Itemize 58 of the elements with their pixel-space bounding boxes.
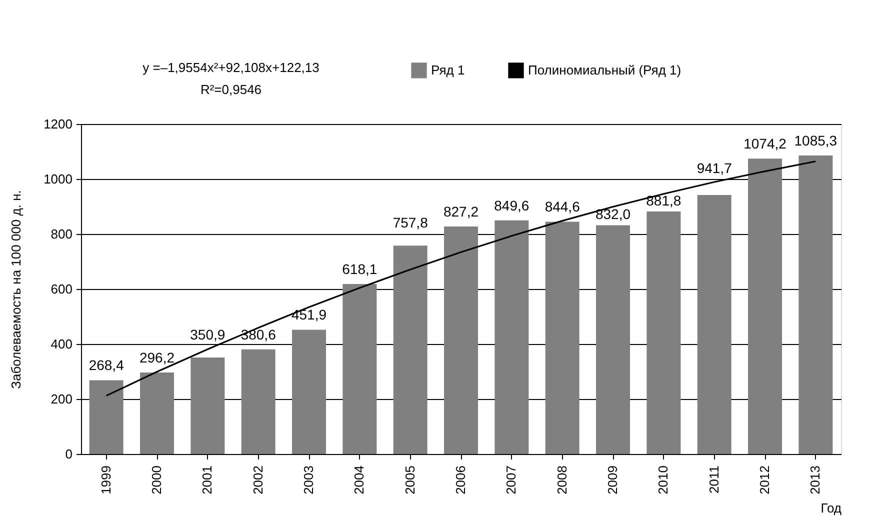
y-tick-label: 800 [50, 226, 72, 242]
data-label: 1085,3 [794, 132, 838, 149]
data-label: 268,4 [88, 357, 124, 374]
data-label: 451,9 [291, 306, 327, 323]
text: y =–1,9554x²+92,108x+122,13 [142, 60, 320, 75]
bar [748, 158, 782, 454]
bar [342, 284, 377, 454]
data-label: 849,6 [494, 197, 530, 214]
data-label: 941,7 [696, 160, 732, 176]
bar [596, 225, 630, 454]
x-axis-title: Год [820, 500, 842, 516]
y-tick-label: 0 [65, 446, 72, 462]
x-tick-label: 2012 [757, 466, 772, 494]
x-tick-label: 2003 [301, 466, 316, 494]
x-tick-label: 2007 [504, 466, 519, 494]
data-label: 844,6 [544, 198, 580, 215]
data-label: 1074,2 [744, 136, 787, 152]
bar [798, 156, 833, 454]
data-label: 757,8 [392, 214, 428, 231]
y-tick-label: 400 [50, 336, 72, 352]
x-tick-label: 2009 [605, 466, 620, 494]
bar [393, 246, 428, 454]
legend-label: Ряд 1 [431, 62, 465, 78]
data-label: 350,9 [190, 326, 226, 343]
bar [494, 220, 529, 454]
data-label: 832,0 [595, 206, 631, 222]
y-tick-label: 1200 [44, 116, 72, 132]
bar [545, 222, 580, 454]
bar [89, 380, 124, 454]
x-tick-label: 1999 [98, 466, 114, 494]
x-tick-label: 2011 [706, 466, 722, 494]
x-tick-label: 2000 [149, 466, 164, 494]
y-tick-label: 1000 [44, 172, 72, 186]
x-tick-label: 2002 [250, 466, 266, 494]
data-label: 380,6 [240, 326, 276, 342]
bar [444, 226, 478, 454]
x-tick-label: 2008 [554, 466, 570, 494]
bar [646, 212, 681, 454]
y-axis-title: Заболеваемость на 100 000 д. н. [8, 190, 24, 389]
legend-label: Полиномиальный (Ряд 1) [528, 62, 682, 78]
data-label: 618,1 [342, 261, 378, 278]
x-tick-label: 2013 [808, 466, 823, 494]
x-tick-label: 2005 [402, 466, 418, 494]
y-tick-label: 200 [50, 392, 72, 406]
data-label: 296,2 [139, 350, 175, 366]
x-tick-label: 2010 [656, 466, 671, 494]
bar [292, 330, 326, 454]
bar [697, 195, 732, 454]
x-tick-label: 2004 [352, 466, 367, 494]
bar [140, 372, 174, 454]
x-tick-label: 2006 [453, 466, 468, 494]
x-tick-label: 2001 [200, 466, 215, 494]
bar [241, 349, 276, 454]
y-tick-label: 600 [50, 282, 72, 296]
data-label: 827,2 [443, 204, 479, 220]
bar [190, 358, 225, 454]
text: R²=0,9546 [200, 82, 262, 97]
data-label: 881,8 [646, 192, 682, 209]
